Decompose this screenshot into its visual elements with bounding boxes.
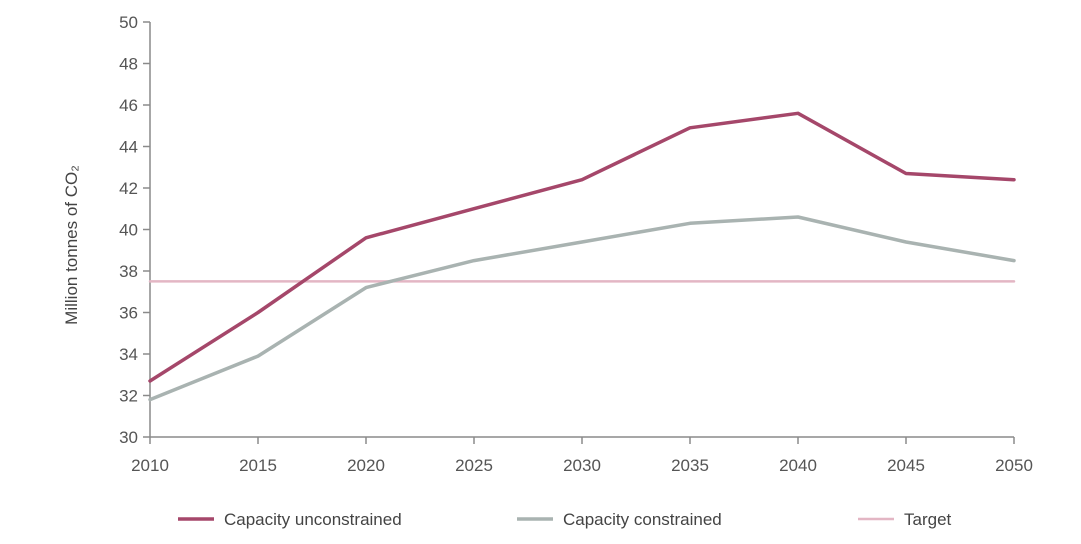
y-tick-label: 36 xyxy=(119,304,138,323)
x-tick-label: 2015 xyxy=(239,456,277,475)
y-tick-label: 46 xyxy=(119,96,138,115)
y-tick-label: 40 xyxy=(119,221,138,240)
y-tick-label: 38 xyxy=(119,262,138,281)
y-axis-label: Million tonnes of CO₂ xyxy=(62,165,81,325)
legend: Capacity unconstrained Capacity constrain… xyxy=(178,510,952,529)
x-tick-label: 2045 xyxy=(887,456,925,475)
y-tick-label: 34 xyxy=(119,345,138,364)
legend-label: Capacity unconstrained xyxy=(224,510,402,529)
y-tick-label: 44 xyxy=(119,138,138,157)
x-tick-label: 2035 xyxy=(671,456,709,475)
y-tick-label: 30 xyxy=(119,428,138,447)
x-axis: 2010 2015 2020 2025 2030 2035 2040 2045 2050 xyxy=(131,436,1033,475)
y-axis: 30 32 34 36 38 40 42 44 46 48 50 xyxy=(119,13,151,447)
series-layer xyxy=(148,111,1016,402)
x-tick-label: 2050 xyxy=(995,456,1033,475)
legend-label: Capacity constrained xyxy=(563,510,722,529)
series-line-capacity-constrained xyxy=(148,215,1016,402)
y-tick-label: 42 xyxy=(119,179,138,198)
y-tick-label: 50 xyxy=(119,13,138,32)
legend-item-capacity-constrained: Capacity constrained xyxy=(517,510,722,529)
y-tick-label: 32 xyxy=(119,387,138,406)
x-tick-label: 2030 xyxy=(563,456,601,475)
series-line-capacity-unconstrained xyxy=(148,111,1016,383)
x-tick-label: 2025 xyxy=(455,456,493,475)
x-tick-label: 2020 xyxy=(347,456,385,475)
legend-item-target: Target xyxy=(858,510,952,529)
y-tick-label: 48 xyxy=(119,55,138,74)
x-tick-label: 2040 xyxy=(779,456,817,475)
legend-label: Target xyxy=(904,510,952,529)
legend-item-capacity-unconstrained: Capacity unconstrained xyxy=(178,510,402,529)
x-tick-label: 2010 xyxy=(131,456,169,475)
